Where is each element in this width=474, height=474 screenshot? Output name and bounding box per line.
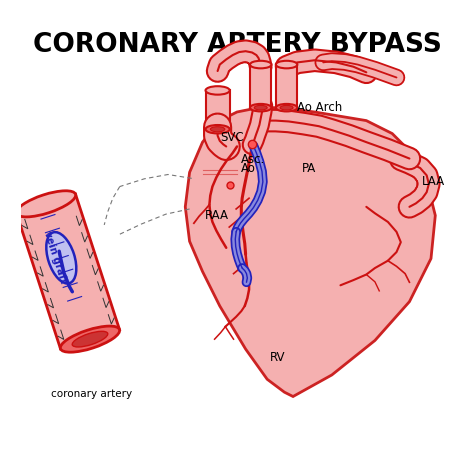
Polygon shape <box>17 194 119 349</box>
Ellipse shape <box>60 326 119 352</box>
Polygon shape <box>250 64 272 108</box>
Text: PA: PA <box>301 162 316 174</box>
Ellipse shape <box>276 104 297 111</box>
Polygon shape <box>185 108 435 397</box>
Ellipse shape <box>206 125 230 134</box>
Text: RAA: RAA <box>205 209 228 222</box>
Ellipse shape <box>250 61 272 68</box>
Text: FRANK
D: FRANK D <box>270 196 419 278</box>
Polygon shape <box>206 91 230 129</box>
Ellipse shape <box>17 191 76 217</box>
Ellipse shape <box>210 127 225 132</box>
Polygon shape <box>276 64 297 108</box>
Text: CORONARY ARTERY BYPASS: CORONARY ARTERY BYPASS <box>33 32 441 58</box>
Text: coronary artery: coronary artery <box>51 389 132 400</box>
Ellipse shape <box>206 86 230 95</box>
Text: Ao: Ao <box>241 163 256 175</box>
Ellipse shape <box>254 105 267 110</box>
Text: Ao Arch: Ao Arch <box>297 101 343 114</box>
Text: SVC: SVC <box>220 131 243 145</box>
Ellipse shape <box>276 61 297 68</box>
Ellipse shape <box>250 104 272 111</box>
Text: Asc.: Asc. <box>241 153 265 166</box>
Text: vein graft: vein graft <box>42 230 68 285</box>
Ellipse shape <box>46 232 76 283</box>
Text: LAA: LAA <box>422 175 446 188</box>
Ellipse shape <box>280 105 293 110</box>
Text: RV: RV <box>270 351 286 364</box>
Ellipse shape <box>72 331 108 347</box>
